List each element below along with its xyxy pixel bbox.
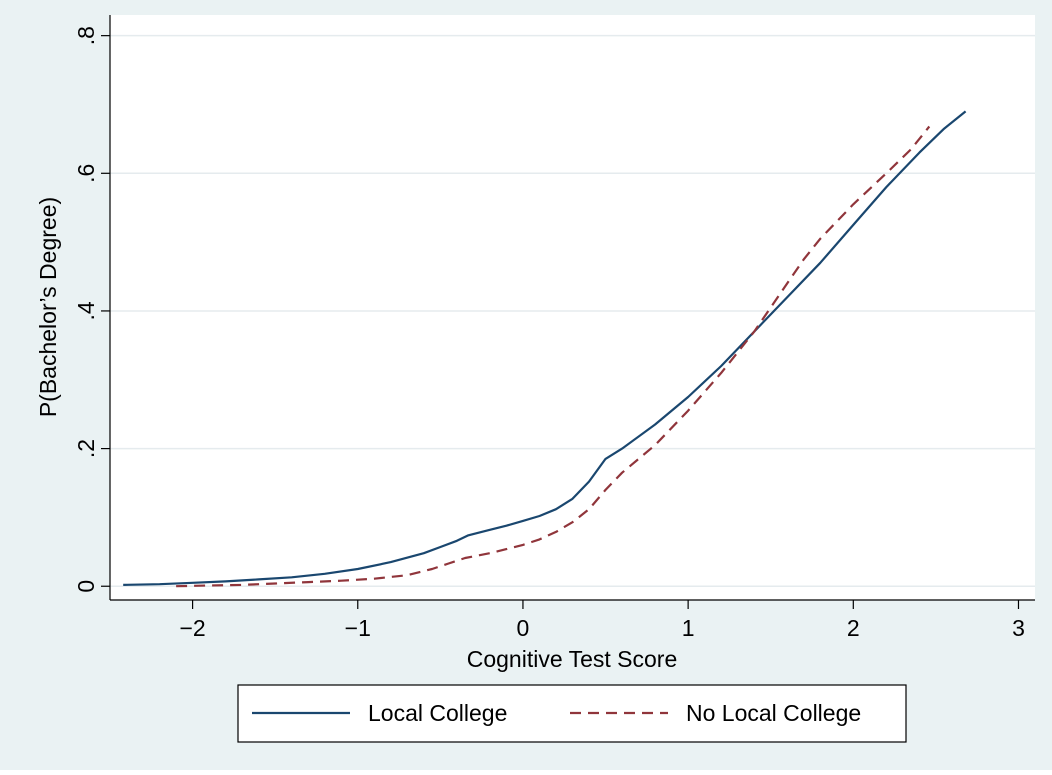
series-line-no-local-college: [176, 125, 931, 588]
axes: −2 −1 0 1 2 3 0 .2 .4 .6 .8: [73, 15, 1035, 641]
x-tick-label-4: 2: [847, 615, 860, 641]
y-tick-label-2: .4: [73, 301, 99, 320]
legend-label-local-college: Local College: [368, 700, 507, 726]
gridlines: [110, 34, 1035, 587]
y-tick-label-1: .2: [73, 439, 99, 458]
x-axis-label: Cognitive Test Score: [467, 646, 678, 672]
x-tick-label-2: 0: [517, 615, 530, 641]
y-tick-label-3: .6: [73, 164, 99, 183]
x-tick-label-0: −2: [179, 615, 205, 641]
legend: Local College No Local College: [237, 684, 907, 743]
x-tick-label-5: 3: [1012, 615, 1025, 641]
y-tick-label-4: .8: [73, 26, 99, 45]
y-axis-label: P(Bachelor’s Degree): [35, 197, 61, 417]
series-line-local-college: [123, 110, 967, 586]
series-lines: [123, 110, 967, 588]
y-tick-label-0: 0: [73, 580, 99, 593]
plot-area: [110, 15, 1035, 600]
legend-label-no-local-college: No Local College: [686, 700, 861, 726]
x-tick-label-3: 1: [682, 615, 695, 641]
x-tick-label-1: −1: [345, 615, 371, 641]
